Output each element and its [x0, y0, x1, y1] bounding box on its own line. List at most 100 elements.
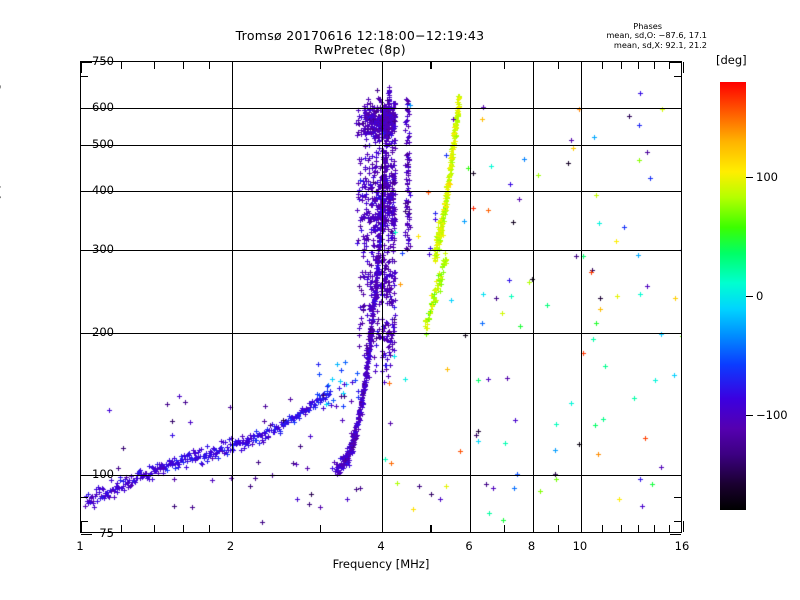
y-tick-label: 750 — [92, 54, 114, 68]
axis-tick — [601, 62, 603, 69]
axis-tick — [558, 525, 560, 532]
axis-tick — [683, 62, 685, 73]
axis-tick — [503, 62, 505, 69]
axis-tick — [120, 62, 122, 69]
axis-tick — [670, 249, 681, 251]
axis-tick — [670, 145, 681, 147]
axis-tick — [81, 62, 92, 64]
y-axis-title: Stationary phase Virtual Height [km] — [0, 0, 1, 296]
x-tick-label: 2 — [226, 539, 235, 553]
y-tick-label: 500 — [92, 137, 114, 152]
axis-tick — [674, 520, 681, 522]
axis-tick — [670, 332, 681, 335]
gridline-vertical — [231, 62, 233, 532]
axis-tick — [683, 521, 685, 532]
axis-tick — [183, 62, 185, 69]
axis-tick — [670, 190, 681, 193]
gridline-vertical — [580, 62, 583, 532]
x-tick-label: 1 — [76, 539, 84, 553]
axis-tick — [637, 525, 640, 532]
colorbar — [720, 82, 746, 510]
axis-tick — [620, 525, 622, 532]
x-axis-title: Frequency [MHz] — [332, 557, 430, 571]
axis-tick — [503, 525, 505, 532]
phase-stats-o: mean, sd,O: −87.6, 17.1 — [606, 30, 707, 41]
y-tick-label: 200 — [92, 324, 114, 339]
axis-tick — [668, 62, 671, 69]
axis-tick — [601, 525, 603, 532]
axis-tick — [183, 525, 185, 532]
gridline-horizontal — [81, 145, 681, 147]
axis-tick — [674, 76, 681, 78]
axis-tick — [670, 534, 681, 536]
gridline-horizontal — [81, 475, 681, 477]
axis-tick — [470, 62, 472, 73]
x-tick-label: 10 — [572, 539, 588, 553]
x-tick-label: 6 — [465, 539, 473, 553]
axis-tick — [654, 525, 656, 532]
colorbar-tick — [746, 296, 753, 298]
x-tick-label: 8 — [527, 539, 536, 553]
colorbar-tick-label: −100 — [756, 407, 788, 422]
axis-tick — [580, 62, 583, 73]
axis-tick — [670, 107, 681, 109]
axis-tick — [319, 525, 321, 532]
axis-tick — [430, 525, 432, 532]
gridline-horizontal — [81, 249, 681, 251]
phase-stats-header: Phases — [633, 21, 663, 31]
axis-tick — [532, 521, 534, 532]
gridline-vertical — [382, 62, 384, 532]
axis-tick — [81, 190, 92, 193]
axis-tick — [81, 62, 83, 73]
axis-tick — [208, 62, 210, 69]
plot-area — [80, 61, 685, 536]
axis-tick — [81, 76, 88, 78]
axis-tick — [208, 525, 210, 532]
axis-tick — [668, 525, 671, 532]
axis-tick — [637, 62, 640, 69]
axis-tick — [81, 496, 88, 498]
axis-tick — [382, 521, 384, 532]
axis-tick — [231, 521, 233, 532]
y-tick-label: 75 — [99, 526, 114, 540]
y-tick-label: 400 — [92, 182, 114, 197]
gridline-horizontal — [81, 190, 681, 193]
colorbar-tick-label: 0 — [756, 289, 764, 303]
axis-tick — [674, 496, 681, 498]
phase-stats: Phases mean, sd,O: −87.6, 17.1 mean, sd,… — [606, 21, 707, 50]
colorbar-unit-label: [deg] — [716, 53, 747, 67]
axis-tick — [81, 332, 92, 335]
scatter-points — [81, 62, 681, 532]
axis-tick — [81, 145, 92, 147]
axis-tick — [670, 62, 681, 64]
gridline-horizontal — [81, 332, 681, 335]
axis-tick — [430, 62, 432, 69]
axis-tick — [81, 520, 88, 522]
axis-tick — [382, 62, 384, 73]
axis-tick — [654, 62, 656, 69]
axis-tick — [558, 62, 560, 69]
y-tick-label: 100 — [92, 467, 114, 482]
axis-tick — [532, 62, 534, 73]
gridline-vertical — [470, 62, 472, 532]
axis-tick — [470, 521, 472, 532]
axis-tick — [231, 62, 233, 73]
gridline-vertical — [532, 62, 534, 532]
axis-tick — [81, 249, 92, 251]
axis-tick — [81, 521, 83, 532]
axis-tick — [81, 534, 92, 536]
axis-tick — [319, 62, 321, 69]
axis-tick — [670, 475, 681, 477]
axis-tick — [154, 525, 156, 532]
phase-stats-x: mean, sd,X: 92.1, 21.2 — [613, 39, 707, 50]
axis-tick — [154, 62, 156, 69]
x-tick-label: 16 — [674, 539, 690, 553]
page-title: Tromsø 20170616 12:18:00−12:19:43 — [235, 28, 485, 43]
axis-tick — [620, 62, 622, 69]
gridline-horizontal — [81, 107, 681, 109]
axis-tick — [580, 521, 583, 532]
axis-tick — [81, 107, 92, 109]
y-tick-label: 600 — [92, 99, 114, 114]
axis-tick — [120, 525, 122, 532]
